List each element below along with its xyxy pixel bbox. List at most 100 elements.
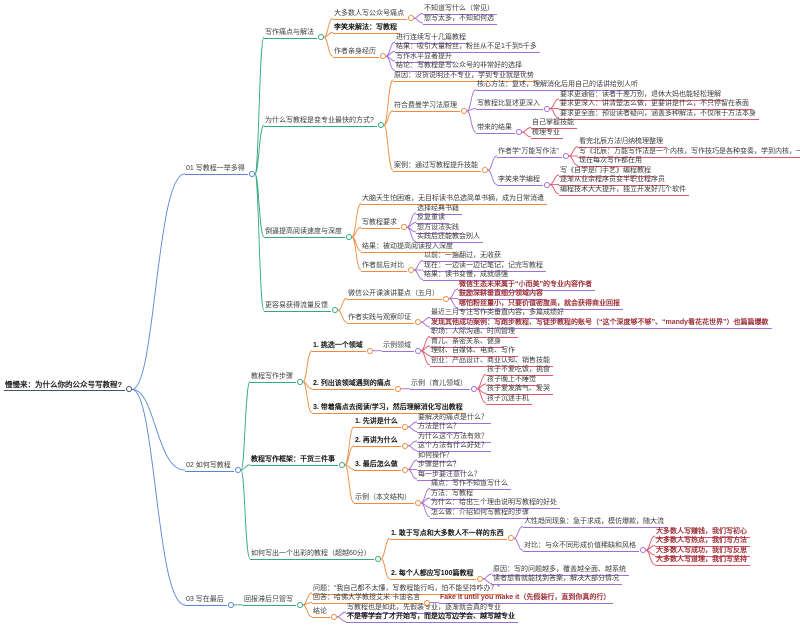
topic[interactable]: 以前：一遍翻过，无收获: [423, 252, 504, 262]
topic[interactable]: 大多数人写赚钱，我们写初心: [655, 528, 750, 538]
topic[interactable]: 核心方法：复述，理解消化后用自己的话讲给别人听: [476, 81, 641, 91]
topic[interactable]: 想方设法实践: [416, 224, 462, 234]
topic[interactable]: 3. 带着痛点去阅读/学习，然后理解消化写出教程: [312, 404, 466, 414]
topic[interactable]: 倒逼提高阅读速度与深度: [264, 228, 345, 239]
topic[interactable]: 方法是什么？: [417, 423, 463, 433]
expand-handle[interactable]: [346, 233, 352, 240]
expand-handle[interactable]: [380, 53, 386, 60]
topic[interactable]: 不知道写什么（常见）: [423, 5, 497, 15]
topic[interactable]: 要求更通俗：读者千差万别，退休大妈也能轻松理解: [559, 91, 724, 101]
topic[interactable]: 1. 先讲是什么: [354, 418, 401, 429]
topic[interactable]: 为什么这个方法有效？: [417, 433, 491, 443]
topic[interactable]: 为什么：给出三个理由说明写教程的好处: [430, 499, 560, 509]
topic[interactable]: 案例：通过写教程提升技能: [393, 162, 481, 172]
topic[interactable]: 2. 再讲为什么: [354, 437, 401, 448]
topic[interactable]: 写教程也是如此，先假装专业，逐渐就会真的专业: [346, 604, 504, 614]
topic[interactable]: 对比：与众不同形成价值稀缺和风格: [523, 542, 639, 552]
topic[interactable]: 反复重读: [416, 214, 448, 224]
topic[interactable]: 问题：“我自己都不太懂，写教程能行吗，怕不能坚持咋办？”: [312, 585, 503, 595]
topic[interactable]: 如何操作？: [417, 452, 456, 462]
topic[interactable]: 作者实践与观察印证: [347, 314, 414, 324]
topic[interactable]: 看完北辰方法归纳梳理整理: [578, 138, 666, 148]
topic[interactable]: 要求更全面：预设读者疑问，涵盖多种解法，不仅限于方法本身: [559, 110, 759, 120]
expand-handle[interactable]: [424, 599, 430, 606]
topic[interactable]: 现在：一边读一边记笔记，记完写教程: [423, 262, 546, 272]
topic[interactable]: 读者想看就能找到答案，解决大部分情况: [492, 575, 622, 585]
topic[interactable]: 写教程要求: [361, 219, 400, 229]
topic[interactable]: 大多数人写成功，我们写反思: [655, 547, 750, 557]
topic[interactable]: 发现其他成功案例：写跑步教程、写徒步教程的账号（“这个深度够不够”、“mandy…: [430, 319, 772, 329]
topic[interactable]: 03 写在最后: [185, 596, 227, 607]
topic[interactable]: 李笑来学编程: [497, 176, 543, 186]
topic[interactable]: 结论：写教程是写公众号的非常好的选择: [395, 62, 525, 72]
topic[interactable]: 01 写教程一举多得: [185, 165, 248, 176]
topic[interactable]: 方法：写教程: [430, 490, 476, 500]
topic[interactable]: 大多数人写道理，我们写坚持: [655, 556, 750, 566]
topic[interactable]: 理财、自媒体、电商、写作: [430, 347, 518, 357]
topic[interactable]: 更容易获得流量反馈: [264, 302, 331, 312]
topic[interactable]: 孩子沉迷手机: [486, 395, 532, 405]
expand-handle[interactable]: [249, 170, 255, 177]
expand-handle[interactable]: [563, 153, 569, 159]
expand-handle[interactable]: [395, 385, 401, 392]
topic[interactable]: 大多数人写热点，我们写方法: [655, 537, 750, 547]
topic[interactable]: 进行连续写十几篇教程: [395, 34, 469, 44]
topic[interactable]: 创业：产品设计、商业认知、销售技能: [430, 357, 553, 367]
topic[interactable]: 2. 列出该领域遇到的痛点: [312, 380, 394, 391]
expand-handle[interactable]: [461, 107, 467, 114]
topic[interactable]: 梳理专业: [531, 129, 563, 139]
topic[interactable]: 带来的结果: [476, 124, 515, 134]
expand-handle[interactable]: [126, 386, 132, 393]
topic[interactable]: 符合费曼学习法原理: [393, 102, 460, 113]
topic[interactable]: 职场：人际沟通、时间管理: [430, 328, 518, 338]
topic[interactable]: 教程写作步骤: [250, 373, 296, 384]
topic[interactable]: 作者前后对比: [361, 262, 407, 272]
expand-handle[interactable]: [544, 181, 550, 188]
expand-handle[interactable]: [415, 319, 421, 326]
topic[interactable]: 步骤是什么？: [417, 461, 463, 471]
topic[interactable]: 写教程比复述更深入: [476, 100, 543, 110]
expand-handle[interactable]: [318, 34, 324, 41]
topic[interactable]: 想写太多，不知如何选: [423, 15, 497, 25]
expand-handle[interactable]: [471, 385, 477, 392]
topic[interactable]: 育儿、亲密关系、健身: [430, 338, 504, 348]
expand-handle[interactable]: [331, 613, 337, 620]
topic[interactable]: 这个方法有什么好处？: [417, 442, 491, 452]
topic[interactable]: 回报滞后只管写: [243, 596, 296, 607]
topic[interactable]: 回答：哈佛大学教授艾米·卡迪名言: [312, 594, 424, 604]
topic[interactable]: 选择经典书籍: [416, 205, 462, 215]
expand-handle[interactable]: [415, 499, 421, 506]
expand-handle[interactable]: [339, 461, 345, 468]
topic[interactable]: 结果：被动提高阅读投入深度: [361, 243, 456, 253]
expand-handle[interactable]: [235, 467, 241, 474]
topic[interactable]: 写《自学是门手艺》编程教程: [559, 167, 654, 177]
topic[interactable]: 示例（本文结构）: [354, 494, 414, 505]
topic[interactable]: 要求更深入：讲清楚怎么做，更要讲是什么，不只停留在表面: [559, 100, 752, 110]
topic[interactable]: 要解决的痛点是什么？: [417, 414, 491, 424]
topic[interactable]: 实践后还能教会别人: [416, 233, 483, 243]
expand-handle[interactable]: [408, 15, 414, 22]
expand-handle[interactable]: [443, 295, 449, 302]
expand-handle[interactable]: [544, 105, 550, 112]
topic[interactable]: 结果：读书变慢，成就感强: [423, 271, 511, 281]
topic[interactable]: 1. 敢于写点和大多数人不一样的东西: [390, 530, 507, 540]
topic[interactable]: Fake it until you make it（先假装行，直到你真的行）: [439, 594, 614, 604]
topic[interactable]: 示例领域: [382, 342, 414, 353]
topic[interactable]: 原因：没货说明还不专业，学到专业就是优势: [393, 72, 537, 82]
topic[interactable]: 孩子晚上不睡觉: [486, 376, 539, 386]
expand-handle[interactable]: [297, 601, 303, 608]
expand-handle[interactable]: [402, 442, 408, 449]
topic[interactable]: 自己掌握技能: [531, 119, 577, 129]
topic[interactable]: 写作痛点与解法: [264, 29, 317, 39]
topic[interactable]: 每一步要注意什么？: [417, 471, 484, 481]
topic[interactable]: 示例（育儿领域）: [410, 380, 470, 391]
topic[interactable]: 人性趋同现象：急于求成，模仿爆款，随大流: [523, 518, 667, 528]
topic[interactable]: 为什么写教程是变专业最快的方式?: [264, 117, 377, 127]
expand-handle[interactable]: [375, 555, 381, 562]
topic[interactable]: 痛点：写作不知道写什么: [430, 480, 511, 490]
topic[interactable]: 鼓励深耕垂直细分领域内容: [458, 290, 546, 300]
topic[interactable]: 如何写出一个出彩的教程（超越60分）: [250, 550, 374, 561]
topic[interactable]: 3. 最后怎么做: [354, 461, 401, 471]
expand-handle[interactable]: [508, 535, 514, 542]
expand-handle[interactable]: [477, 575, 483, 582]
